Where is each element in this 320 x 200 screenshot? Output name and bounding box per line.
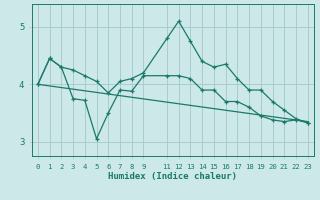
X-axis label: Humidex (Indice chaleur): Humidex (Indice chaleur) [108, 172, 237, 181]
